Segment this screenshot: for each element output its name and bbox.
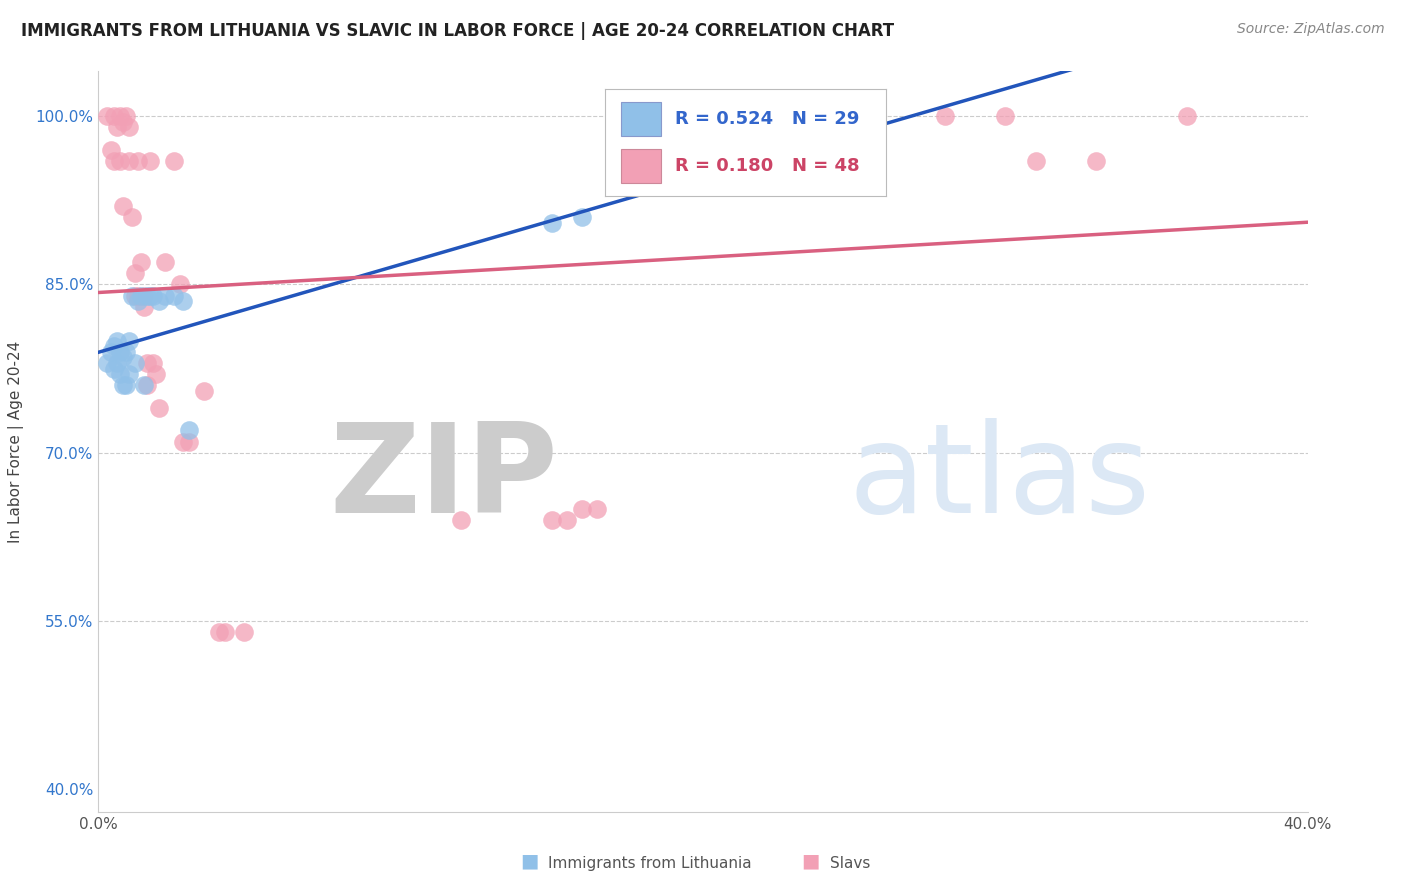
Point — [105, 356, 128, 370]
Point — [124, 289, 146, 303]
Point — [108, 154, 131, 169]
Point — [127, 154, 149, 169]
Point — [118, 368, 141, 382]
Point — [142, 289, 165, 303]
Point — [118, 334, 141, 348]
Point — [169, 277, 191, 292]
Point — [153, 255, 176, 269]
Point — [103, 109, 125, 123]
Point — [1085, 154, 1108, 169]
Point — [127, 289, 149, 303]
Point — [111, 199, 134, 213]
Point — [103, 361, 125, 376]
Point — [111, 115, 134, 129]
Point — [114, 344, 136, 359]
Text: R = 0.180   N = 48: R = 0.180 N = 48 — [675, 157, 859, 175]
Point — [844, 154, 866, 169]
Point — [586, 501, 609, 516]
Point — [105, 334, 128, 348]
Point — [121, 210, 143, 224]
Bar — [621, 149, 661, 184]
Point — [132, 300, 155, 314]
Point — [177, 423, 201, 437]
Point — [540, 513, 562, 527]
Point — [108, 109, 131, 123]
Point — [163, 289, 186, 303]
Point — [96, 356, 118, 370]
Point — [132, 378, 155, 392]
Point — [540, 216, 562, 230]
Point — [571, 210, 593, 224]
Point — [114, 378, 136, 392]
Point — [1024, 154, 1046, 169]
Point — [108, 368, 131, 382]
Y-axis label: In Labor Force | Age 20-24: In Labor Force | Age 20-24 — [8, 341, 24, 542]
Point — [752, 154, 775, 169]
Point — [214, 625, 236, 640]
Point — [139, 154, 162, 169]
Point — [135, 289, 157, 303]
Text: Slavs: Slavs — [830, 855, 870, 871]
Point — [103, 339, 125, 353]
Point — [148, 401, 170, 415]
Text: ZIP: ZIP — [329, 418, 558, 539]
Text: atlas: atlas — [848, 418, 1150, 539]
Point — [127, 294, 149, 309]
Point — [135, 378, 157, 392]
Point — [153, 289, 176, 303]
Point — [1175, 109, 1198, 123]
Point — [111, 378, 134, 392]
Point — [193, 384, 215, 398]
Point — [124, 356, 146, 370]
Point — [129, 255, 152, 269]
Point — [142, 356, 165, 370]
Point — [139, 289, 162, 303]
Point — [105, 120, 128, 135]
Point — [108, 344, 131, 359]
Text: IMMIGRANTS FROM LITHUANIA VS SLAVIC IN LABOR FORCE | AGE 20-24 CORRELATION CHART: IMMIGRANTS FROM LITHUANIA VS SLAVIC IN L… — [21, 22, 894, 40]
Point — [132, 289, 155, 303]
Point — [103, 154, 125, 169]
Point — [934, 109, 956, 123]
Point — [177, 434, 201, 449]
Point — [571, 501, 593, 516]
Bar — [621, 102, 661, 136]
Point — [232, 625, 254, 640]
Point — [172, 434, 194, 449]
Point — [208, 625, 231, 640]
Text: ■: ■ — [801, 852, 820, 871]
Point — [111, 351, 134, 365]
Point — [129, 289, 152, 303]
Point — [100, 143, 122, 157]
Point — [96, 109, 118, 123]
Point — [121, 289, 143, 303]
Point — [100, 344, 122, 359]
Point — [118, 154, 141, 169]
Point — [692, 109, 714, 123]
Point — [163, 154, 186, 169]
Point — [172, 294, 194, 309]
Point — [148, 294, 170, 309]
Text: Immigrants from Lithuania: Immigrants from Lithuania — [548, 855, 752, 871]
Point — [994, 109, 1017, 123]
Point — [135, 356, 157, 370]
Point — [145, 368, 167, 382]
Point — [450, 513, 472, 527]
Text: ■: ■ — [520, 852, 538, 871]
Point — [555, 513, 578, 527]
Point — [114, 109, 136, 123]
Point — [124, 266, 146, 280]
Text: Source: ZipAtlas.com: Source: ZipAtlas.com — [1237, 22, 1385, 37]
Text: R = 0.524   N = 29: R = 0.524 N = 29 — [675, 111, 859, 128]
Point — [118, 120, 141, 135]
